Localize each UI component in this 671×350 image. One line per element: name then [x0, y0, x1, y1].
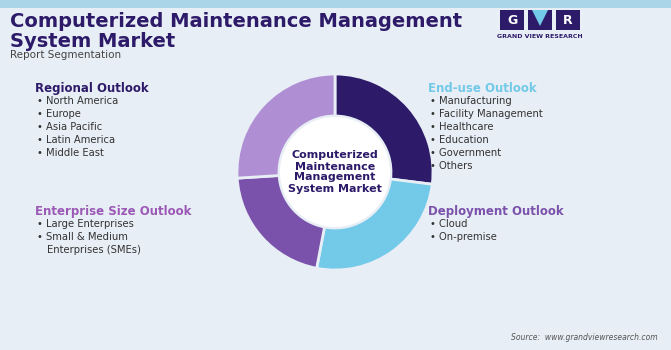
Text: End-use Outlook: End-use Outlook — [428, 82, 537, 95]
Text: Deployment Outlook: Deployment Outlook — [428, 205, 564, 218]
Text: GRAND VIEW RESEARCH: GRAND VIEW RESEARCH — [497, 34, 583, 39]
Text: Management: Management — [295, 173, 376, 182]
FancyBboxPatch shape — [556, 10, 580, 30]
Text: Maintenance: Maintenance — [295, 161, 375, 171]
Text: • Government: • Government — [430, 148, 501, 158]
Wedge shape — [317, 179, 432, 270]
Text: System Market: System Market — [288, 183, 382, 194]
Text: • Latin America: • Latin America — [37, 135, 115, 145]
Text: R: R — [563, 14, 573, 27]
Text: • Education: • Education — [430, 135, 488, 145]
FancyBboxPatch shape — [0, 0, 671, 8]
Text: Source:  www.grandviewresearch.com: Source: www.grandviewresearch.com — [511, 333, 658, 342]
FancyBboxPatch shape — [528, 10, 552, 30]
Text: • On-premise: • On-premise — [430, 232, 497, 242]
Text: • Healthcare: • Healthcare — [430, 122, 493, 132]
Text: Enterprises (SMEs): Enterprises (SMEs) — [47, 245, 141, 255]
Text: • Cloud: • Cloud — [430, 219, 468, 229]
Text: • Europe: • Europe — [37, 109, 81, 119]
Text: • North America: • North America — [37, 96, 118, 106]
Text: • Small & Medium: • Small & Medium — [37, 232, 128, 242]
Text: Computerized: Computerized — [292, 150, 378, 161]
Circle shape — [280, 117, 390, 227]
Text: Enterprise Size Outlook: Enterprise Size Outlook — [35, 205, 191, 218]
Wedge shape — [335, 74, 433, 184]
Text: Report Segmentation: Report Segmentation — [10, 50, 121, 60]
Text: • Manufacturing: • Manufacturing — [430, 96, 512, 106]
Text: • Asia Pacific: • Asia Pacific — [37, 122, 102, 132]
Text: System Market: System Market — [10, 32, 175, 51]
FancyBboxPatch shape — [500, 10, 524, 30]
Text: G: G — [507, 14, 517, 27]
Text: • Middle East: • Middle East — [37, 148, 104, 158]
Wedge shape — [237, 175, 325, 268]
Wedge shape — [237, 74, 335, 178]
Text: • Large Enterprises: • Large Enterprises — [37, 219, 134, 229]
Polygon shape — [532, 10, 548, 26]
Text: • Others: • Others — [430, 161, 472, 171]
Text: • Facility Management: • Facility Management — [430, 109, 543, 119]
Text: Regional Outlook: Regional Outlook — [35, 82, 148, 95]
Text: Computerized Maintenance Management: Computerized Maintenance Management — [10, 12, 462, 31]
